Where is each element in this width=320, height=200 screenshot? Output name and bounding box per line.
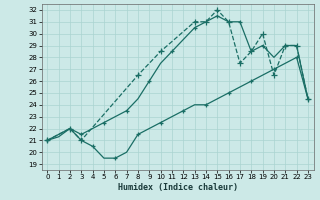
X-axis label: Humidex (Indice chaleur): Humidex (Indice chaleur) (118, 183, 237, 192)
